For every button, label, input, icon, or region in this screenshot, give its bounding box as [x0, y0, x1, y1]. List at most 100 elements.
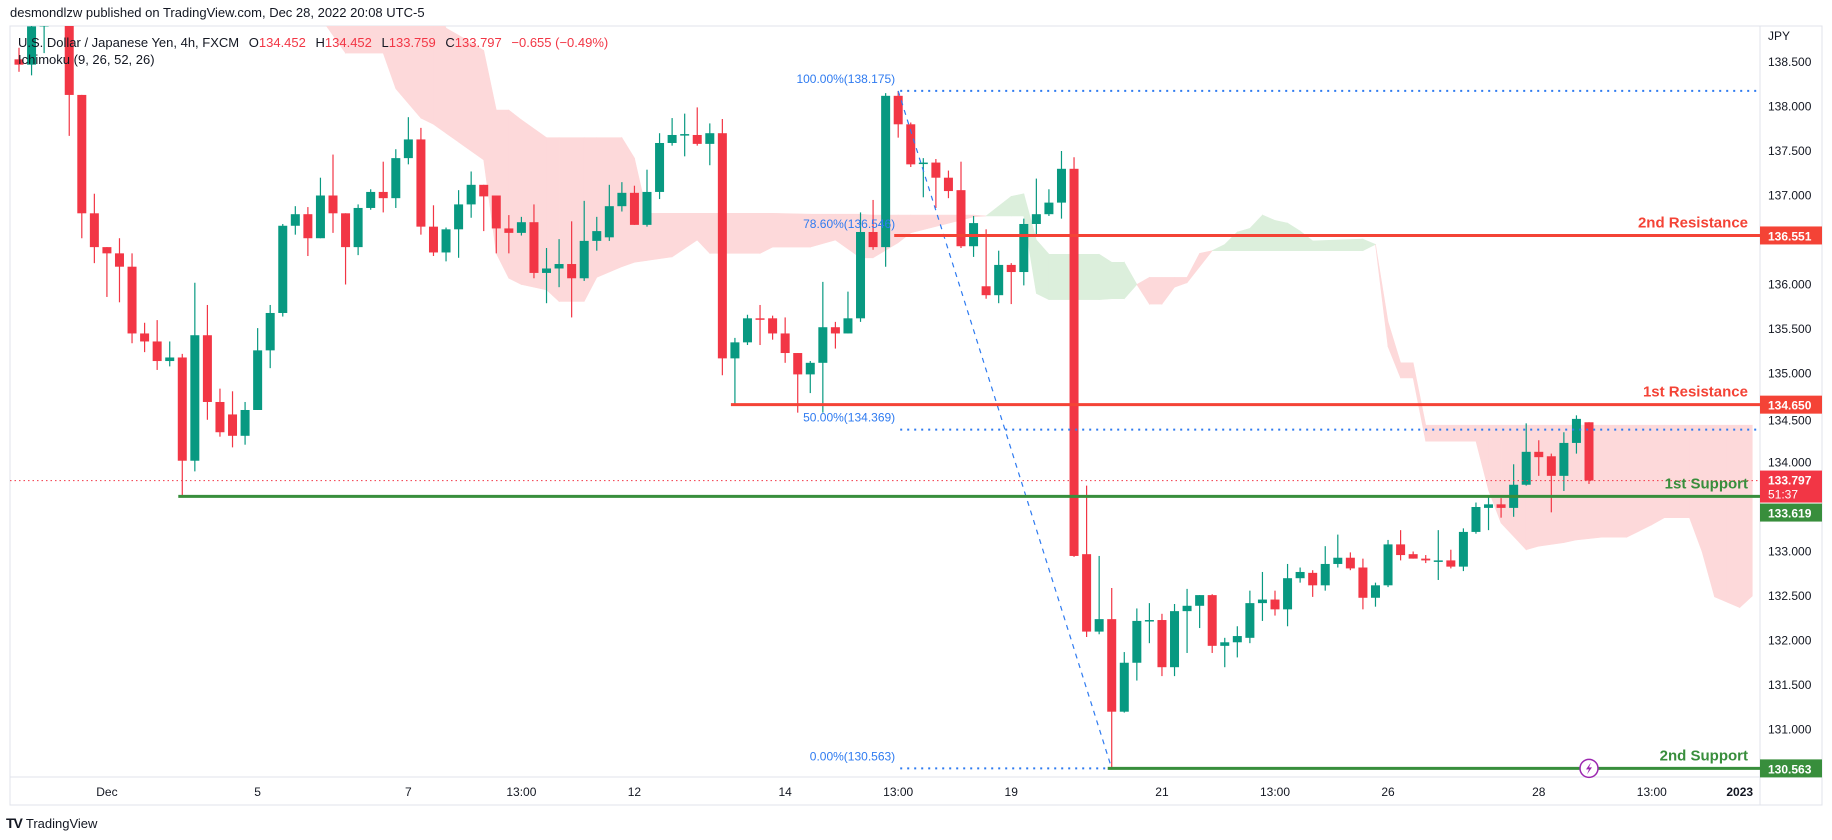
- tradingview-logo-icon: TV: [6, 815, 23, 831]
- candle: [428, 226, 438, 253]
- candle: [780, 333, 790, 354]
- candle: [655, 142, 665, 192]
- price-badge: [1760, 503, 1822, 522]
- cloud-segment: [1701, 424, 1715, 597]
- cloud-segment: [1174, 277, 1188, 288]
- cloud-segment: [1425, 424, 1477, 442]
- candle: [454, 204, 464, 230]
- cloud-segment: [985, 195, 1012, 217]
- cloud-segment: [1237, 228, 1251, 251]
- candle: [893, 95, 903, 125]
- candle: [491, 195, 501, 229]
- candle: [1232, 636, 1242, 643]
- candle: [1207, 595, 1217, 646]
- indicator-legend-row[interactable]: Ichimoku (9, 26, 52, 26): [18, 51, 608, 68]
- candle: [290, 214, 300, 226]
- candle: [805, 362, 815, 375]
- candle: [554, 264, 564, 269]
- candle: [1119, 662, 1129, 712]
- cloud-segment: [1212, 243, 1226, 251]
- candle: [39, 26, 49, 27]
- time-tick-label: 21: [1155, 785, 1169, 799]
- candle: [1333, 557, 1343, 564]
- cloud-segment: [382, 26, 397, 89]
- chart-legend: U.S. Dollar / Japanese Yen, 4h, FXCM O13…: [18, 34, 608, 68]
- candle: [1182, 605, 1192, 612]
- time-tick-label: 12: [628, 785, 642, 799]
- candle: [127, 266, 137, 334]
- candle: [1546, 456, 1556, 476]
- candle: [717, 133, 727, 359]
- current-price-value: 133.797: [1768, 474, 1812, 488]
- low-label: L: [381, 35, 389, 50]
- price-axis[interactable]: JPY 138.500 138.000 137.500 137.000 136.000 1…: [1760, 29, 1822, 778]
- time-axis[interactable]: Dec 5 7 13:00 12 14 13:00 19 21 13:00 26 28 13:00 202…: [96, 785, 1753, 799]
- cloud-segment: [1098, 253, 1113, 300]
- price-badge-value: 134.650: [1768, 399, 1812, 413]
- cloud-segment: [1375, 244, 1389, 347]
- candle: [403, 139, 413, 159]
- candle: [1245, 603, 1255, 638]
- current-price-badge: [1760, 470, 1822, 503]
- price-tick-label: 134.000: [1768, 456, 1812, 470]
- candle: [994, 264, 1004, 296]
- candle: [868, 231, 878, 248]
- cloud-segment: [1262, 214, 1276, 251]
- candle: [353, 207, 363, 248]
- candle: [366, 191, 376, 208]
- candle: [881, 95, 891, 248]
- resistance-label: 1st Resistance: [1643, 384, 1748, 401]
- cloud-segment: [1400, 362, 1414, 379]
- cloud-segment: [326, 26, 346, 55]
- candle: [378, 191, 388, 199]
- cloud-segment: [1149, 277, 1163, 305]
- cloud-segment: [1312, 238, 1364, 251]
- price-tick-label: 135.000: [1768, 367, 1812, 381]
- time-tick-label: 14: [778, 785, 792, 799]
- candle: [956, 190, 966, 247]
- candle: [1571, 418, 1581, 443]
- support-label: 1st Support: [1665, 475, 1748, 492]
- candle: [1559, 442, 1569, 476]
- price-tick-label: 133.000: [1768, 545, 1812, 559]
- candle: [1069, 168, 1079, 556]
- price-tick-label: 135.500: [1768, 322, 1812, 336]
- candle: [416, 139, 426, 227]
- cloud-segment: [759, 213, 773, 254]
- candle: [1396, 544, 1406, 556]
- candle: [1270, 599, 1280, 610]
- candle: [843, 318, 853, 334]
- candle: [1220, 642, 1230, 646]
- candle: [1019, 223, 1029, 273]
- candle: [1484, 504, 1494, 508]
- cloud-segment: [345, 26, 384, 54]
- time-tick-label: 19: [1005, 785, 1019, 799]
- candle: [1320, 563, 1330, 586]
- candle: [1157, 620, 1167, 668]
- cloud-segment: [1651, 424, 1665, 526]
- close-value: 133.797: [454, 35, 502, 50]
- candle: [667, 134, 677, 143]
- candle: [692, 134, 702, 144]
- symbol-legend-row[interactable]: U.S. Dollar / Japanese Yen, 4h, FXCM O13…: [18, 34, 608, 51]
- candle: [102, 247, 112, 254]
- candle: [278, 225, 288, 313]
- candle: [253, 350, 263, 410]
- candle: [1056, 168, 1066, 203]
- candle: [1370, 585, 1380, 598]
- price-tick-label: 138.500: [1768, 55, 1812, 69]
- candle: [730, 342, 740, 359]
- footer-brand[interactable]: TV TradingView: [6, 815, 97, 831]
- candle: [328, 195, 338, 214]
- candle: [592, 231, 602, 241]
- fib-level-label: 0.00%(130.563): [810, 749, 895, 763]
- cloud-segment: [1714, 424, 1728, 603]
- close-label: C: [445, 35, 455, 50]
- candle: [943, 177, 953, 192]
- candle: [918, 162, 928, 165]
- candle: [1170, 611, 1180, 668]
- candle: [391, 158, 401, 199]
- cloud-segment: [1136, 276, 1150, 306]
- candles: [14, 26, 1594, 769]
